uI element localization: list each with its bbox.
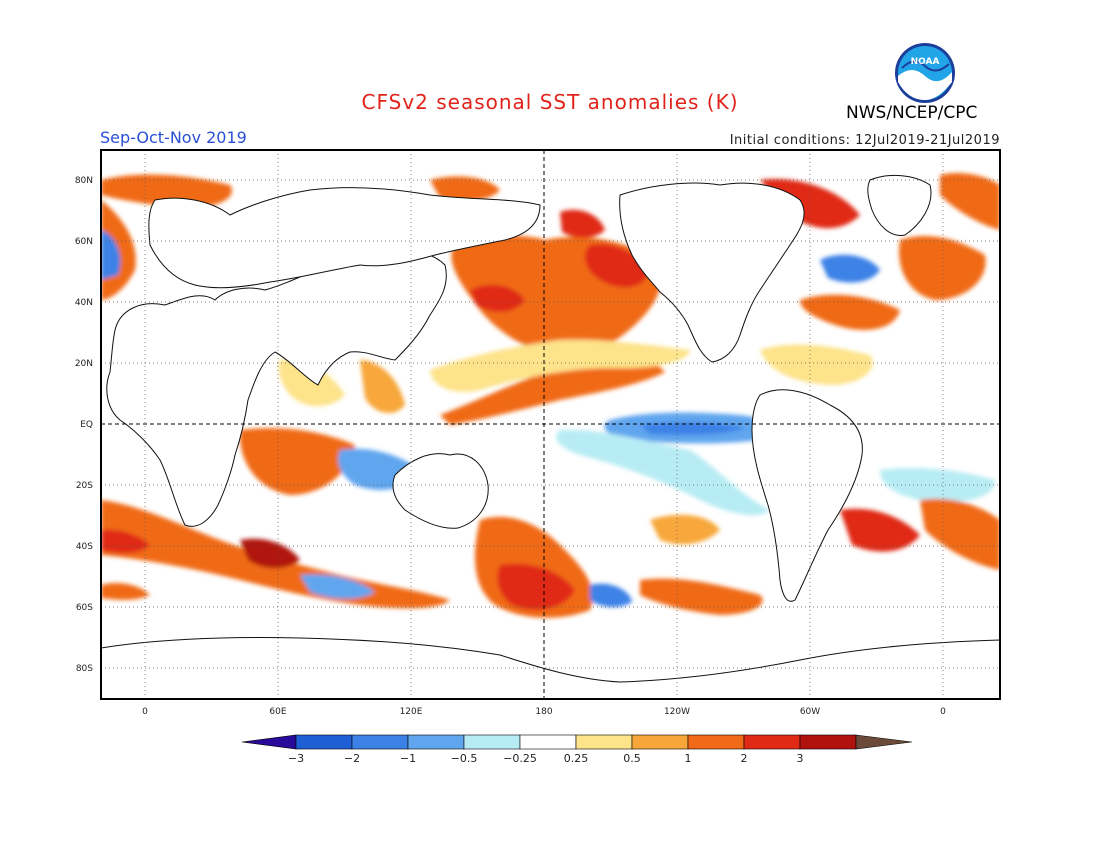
lat-label: 60N (75, 237, 93, 247)
colorbar-swatch (575, 734, 633, 750)
colorbar-swatch (407, 734, 465, 750)
lat-label: 40N (75, 298, 93, 308)
lat-label: 20N (75, 359, 93, 369)
colorbar-label: −1 (400, 752, 416, 765)
lat-label: 80S (76, 664, 93, 674)
lon-label: 180 (535, 707, 552, 717)
colorbar-label: 0.25 (564, 752, 589, 765)
colorbar-swatch (743, 734, 801, 750)
lat-label: 20S (76, 481, 93, 491)
lat-label: 80N (75, 176, 93, 186)
lon-label: 0 (940, 707, 946, 717)
colorbar-label: 0.5 (623, 752, 641, 765)
lon-label: 120W (664, 707, 690, 717)
lon-label: 60W (800, 707, 820, 717)
colorbar-swatch (351, 734, 409, 750)
colorbar-swatch (463, 734, 521, 750)
colorbar-label: −0.25 (503, 752, 537, 765)
colorbar-label: 3 (797, 752, 804, 765)
svg-text:NOAA: NOAA (911, 57, 940, 67)
colorbar-label: −2 (344, 752, 360, 765)
initial-conditions-label: Initial conditions: 12Jul2019-21Jul2019 (729, 133, 1000, 148)
colorbar-arrow-low (241, 734, 297, 750)
colorbar-swatch (519, 734, 577, 750)
lat-label: EQ (80, 420, 93, 430)
colorbar-swatch (799, 734, 857, 750)
agency-label: NWS/NCEP/CPC (846, 103, 978, 123)
colorbar-label: 2 (741, 752, 748, 765)
colorbar-label: −0.5 (451, 752, 478, 765)
colorbar-swatch (631, 734, 689, 750)
lon-label: 60E (269, 707, 286, 717)
season-label: Sep-Oct-Nov 2019 (100, 128, 247, 147)
longitude-axis: 0 60E 120E 180 120W 60W 0 (142, 707, 946, 717)
colorbar-label: −3 (288, 752, 304, 765)
lon-label: 120E (400, 707, 423, 717)
map-frame (100, 149, 1001, 700)
colorbar-arrow-high (855, 734, 913, 750)
latitude-axis: 80N 60N 40N 20N EQ 20S 40S 60S 80S (75, 176, 93, 674)
colorbar-swatch (295, 734, 353, 750)
colorbar-label: 1 (685, 752, 692, 765)
colorbar: −3 −2 −1 −0.5 −0.25 0.25 0.5 1 2 3 (241, 734, 913, 765)
colorbar-swatch (687, 734, 745, 750)
lat-label: 40S (76, 542, 93, 552)
equator-dateline (101, 150, 1000, 699)
lat-label: 60S (76, 603, 93, 613)
continents (101, 175, 1000, 699)
noaa-logo-icon: NOAA (895, 43, 955, 103)
lon-label: 0 (142, 707, 148, 717)
chart-title: CFSv2 seasonal SST anomalies (K) (361, 90, 739, 114)
